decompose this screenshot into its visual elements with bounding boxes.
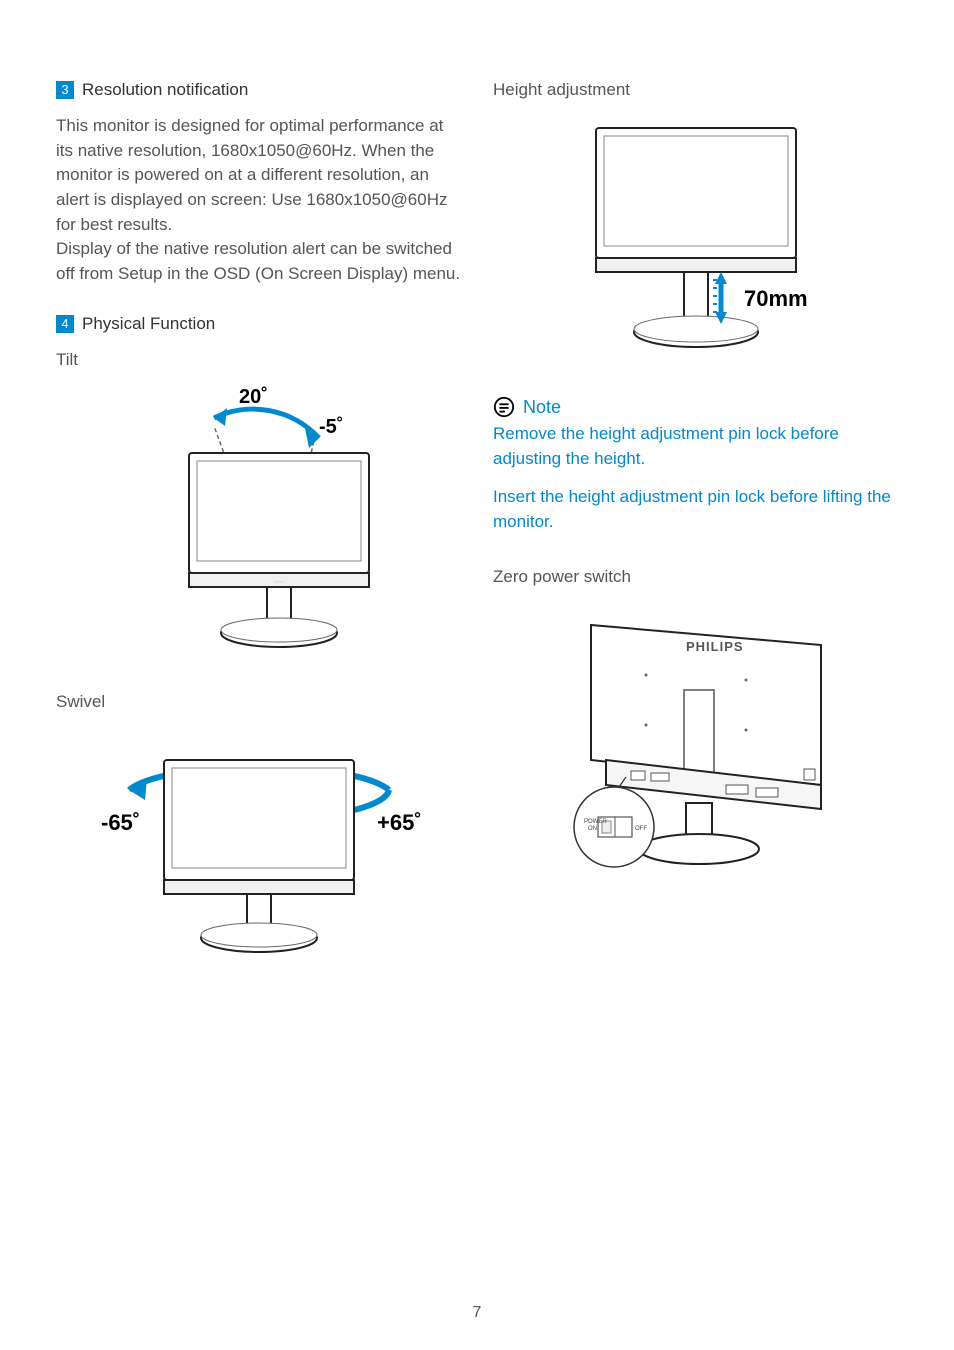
section-3-title: Resolution notification — [82, 80, 248, 100]
tilt-svg: ◦ ◦ ◦ ◦ 20˚ -5˚ — [119, 378, 399, 668]
note-text-1: Remove the height adjustment pin lock be… — [493, 422, 898, 471]
brand-label: PHILIPS — [686, 639, 744, 654]
height-svg: 70mm — [546, 108, 846, 368]
svg-text:◦ ◦ ◦ ◦: ◦ ◦ ◦ ◦ — [274, 579, 284, 584]
note-title: Note — [523, 397, 561, 418]
swivel-left-angle: -65˚ — [101, 810, 140, 835]
section-4-heading: 4 Physical Function — [56, 314, 461, 334]
section-4-title: Physical Function — [82, 314, 215, 334]
zero-power-diagram: PHILIPS — [493, 595, 898, 885]
swivel-right-angle: +65˚ — [377, 810, 422, 835]
section-3-heading: 3 Resolution notification — [56, 80, 461, 100]
switch-left-label: POWER — [584, 819, 607, 825]
note-icon — [493, 396, 515, 418]
zero-power-label: Zero power switch — [493, 567, 898, 587]
swivel-diagram: -65˚ +65˚ — [56, 720, 461, 970]
zero-power-svg: PHILIPS — [536, 595, 856, 885]
note-text-2: Insert the height adjustment pin lock be… — [493, 485, 898, 534]
tilt-back-angle: -5˚ — [319, 415, 343, 438]
svg-text:ON: ON — [588, 826, 597, 832]
tilt-diagram: ◦ ◦ ◦ ◦ 20˚ -5˚ — [56, 378, 461, 668]
height-distance: 70mm — [744, 286, 808, 311]
left-column: 3 Resolution notification This monitor i… — [56, 80, 461, 994]
swivel-svg: -65˚ +65˚ — [69, 720, 449, 970]
switch-right-label: OFF — [635, 826, 647, 832]
tilt-forward-angle: 20˚ — [239, 385, 268, 408]
resolution-body: This monitor is designed for optimal per… — [56, 114, 461, 286]
right-column: Height adjustment 70mm — [493, 80, 898, 994]
swivel-label: Swivel — [56, 692, 461, 712]
height-label: Height adjustment — [493, 80, 898, 100]
section-number-4: 4 — [56, 315, 74, 333]
page-number: 7 — [473, 1304, 482, 1322]
section-number-3: 3 — [56, 81, 74, 99]
tilt-label: Tilt — [56, 350, 461, 370]
height-diagram: 70mm — [493, 108, 898, 368]
note-heading: Note — [493, 396, 898, 418]
